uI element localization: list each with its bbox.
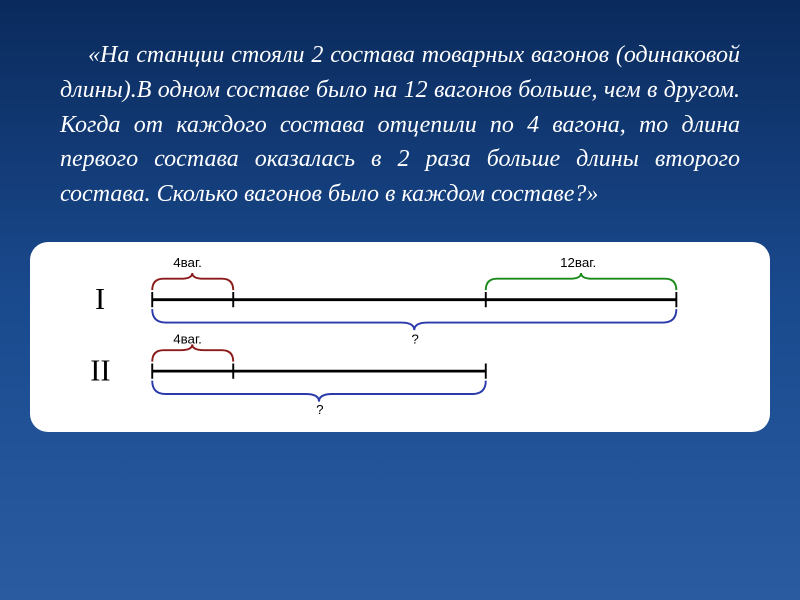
label-4vag-1: 4ваг. xyxy=(173,255,202,270)
line-7: составе?» xyxy=(491,181,598,207)
line-1: «На станции стояли 2 состава товарных ва… xyxy=(60,42,609,68)
question-1: ? xyxy=(411,331,418,346)
bracket-q-2 xyxy=(152,381,486,402)
bracket-12vag xyxy=(486,273,677,290)
bracket-4vag-1 xyxy=(152,273,233,290)
diagram-panel: I 4ваг. 12ваг. ? II 4ваг. ? xyxy=(30,242,770,432)
line-6: состава. Сколько вагонов было в каждом xyxy=(60,181,485,207)
question-2: ? xyxy=(316,402,323,414)
label-12vag: 12ваг. xyxy=(560,255,596,270)
bracket-q-1 xyxy=(152,309,676,330)
roman-two: II xyxy=(90,354,110,388)
diagram-svg: I 4ваг. 12ваг. ? II 4ваг. ? xyxy=(50,252,750,414)
label-4vag-2: 4ваг. xyxy=(173,331,202,346)
roman-one: I xyxy=(95,282,105,316)
line-5: состава оказалась в 2 раза больше длины … xyxy=(154,146,740,172)
bracket-4vag-2 xyxy=(152,344,233,361)
problem-text: «На станции стояли 2 состава товарных ва… xyxy=(0,0,800,232)
